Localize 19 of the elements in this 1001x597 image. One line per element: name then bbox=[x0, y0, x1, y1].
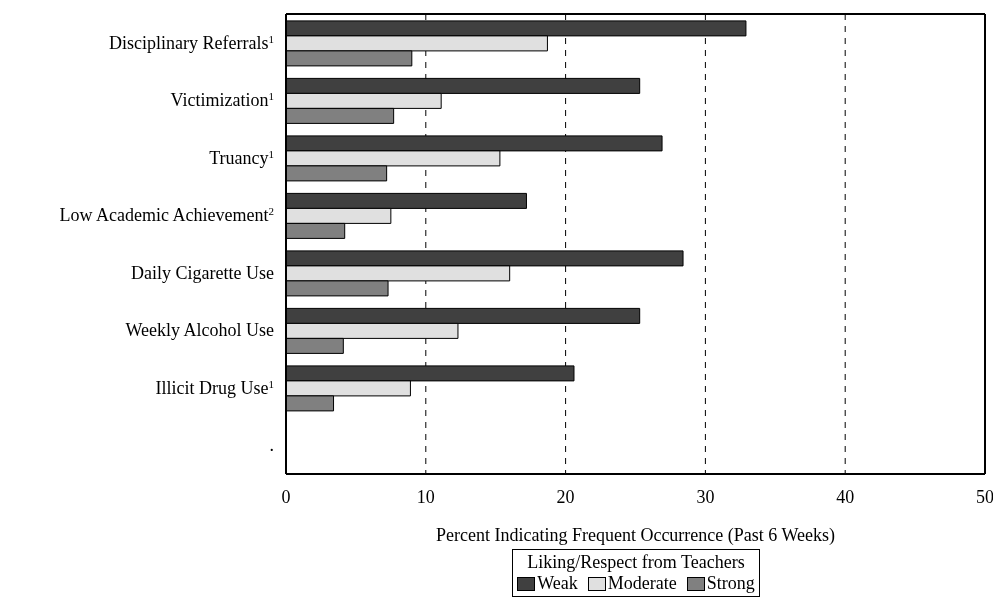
x-tick-label: 50 bbox=[976, 486, 994, 507]
x-axis-title: Percent Indicating Frequent Occurrence (Past 6 Weeks) bbox=[435, 525, 836, 546]
legend-label: Strong bbox=[705, 573, 755, 594]
y-tick-label: Disciplinary Referrals$^{1}$ bbox=[109, 32, 274, 53]
x-tick-label: 10 bbox=[416, 486, 435, 507]
y-tick-label: Victimization$^{1}$ bbox=[170, 90, 274, 111]
x-tick-label: 0 bbox=[281, 486, 291, 507]
legend-title: Liking/Respect from Teachers bbox=[526, 552, 746, 573]
y-tick-label: Truancy$^{1}$ bbox=[209, 147, 274, 168]
y-tick-label: . bbox=[269, 435, 274, 456]
x-tick-label: 30 bbox=[696, 486, 715, 507]
legend-label: Moderate bbox=[606, 573, 677, 594]
y-tick-label: Weekly Alcohol Use bbox=[125, 320, 274, 341]
x-tick-label: 40 bbox=[836, 486, 855, 507]
legend-label: Weak bbox=[536, 573, 578, 594]
y-tick-label: Daily Cigarette Use bbox=[131, 262, 274, 283]
y-tick-label: Low Academic Achievement$^{2}$ bbox=[59, 205, 274, 226]
y-tick-label: Illicit Drug Use$^{1}$ bbox=[155, 377, 274, 398]
x-tick-label: 20 bbox=[556, 486, 575, 507]
